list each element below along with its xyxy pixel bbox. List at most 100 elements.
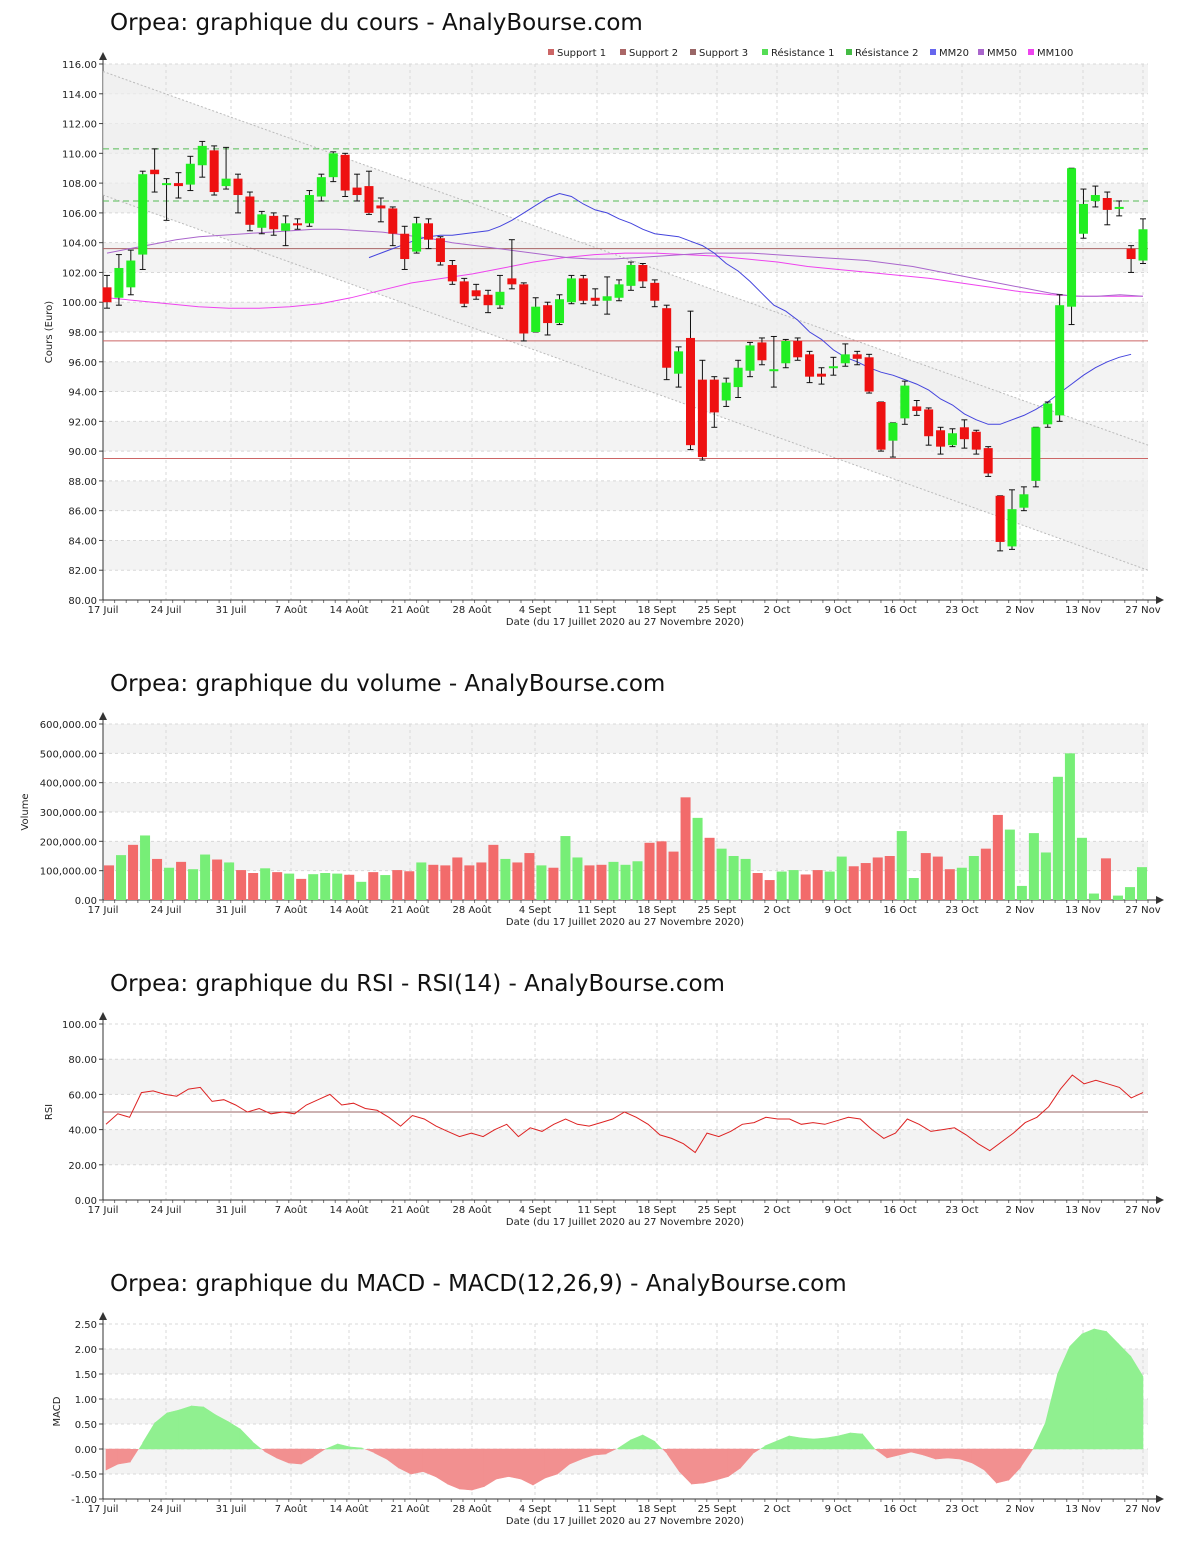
macd-area-positive (655, 1441, 663, 1449)
x-tick-label: 9 Oct (825, 605, 852, 616)
x-axis-title: Date (du 17 Juillet 2020 au 27 Novembre … (506, 1217, 744, 1228)
x-tick-label: 25 Sept (698, 1205, 737, 1216)
candle-down (924, 409, 934, 437)
volume-bar-up (956, 867, 967, 900)
candle-up (221, 178, 231, 187)
volume-bar-up (260, 868, 271, 900)
x-axis-title: Date (du 17 Juillet 2020 au 27 Novembre … (506, 1516, 744, 1527)
x-tick-label: 25 Sept (698, 905, 737, 916)
macd-area-negative (874, 1449, 887, 1458)
plot-band (103, 1399, 1148, 1424)
x-axis-arrow (1156, 896, 1164, 904)
candle-down (435, 238, 445, 263)
x-tick-label: 23 Oct (945, 1504, 978, 1515)
macd-area-positive (849, 1432, 863, 1450)
volume-chart-title: Orpea: graphique du volume - AnalyBourse… (110, 671, 666, 697)
legend-swatch (930, 49, 936, 55)
candle-up (1043, 403, 1053, 425)
legend-label: MM20 (939, 48, 969, 59)
candle-up (566, 278, 576, 303)
volume-bar-up (572, 857, 583, 900)
macd-area-positive (166, 1409, 180, 1450)
x-tick-label: 17 Juil (88, 1205, 119, 1216)
macd-area-negative (364, 1449, 375, 1453)
volume-bar-up (1124, 887, 1135, 900)
candle-up (1019, 494, 1029, 508)
volume-bar-down (812, 870, 823, 900)
macd-area-positive (801, 1437, 814, 1450)
y-axis-arrow (99, 1012, 107, 1020)
x-tick-label: 24 Juil (151, 605, 182, 616)
candle-down (936, 430, 946, 447)
x-tick-label: 28 Août (453, 1204, 492, 1216)
candle-down (388, 208, 398, 234)
x-tick-label: 16 Oct (883, 1504, 916, 1515)
macd-area-negative (483, 1448, 497, 1488)
volume-bar-up (320, 873, 331, 900)
x-tick-label: 24 Juil (151, 1205, 182, 1216)
candle-down (1102, 198, 1112, 210)
candle-up (1078, 203, 1088, 234)
candle-down (995, 495, 1005, 542)
volume-bar-up (1004, 829, 1015, 900)
volume-bar-up (716, 848, 727, 900)
macd-area-positive (862, 1433, 876, 1450)
x-tick-label: 2 Oct (764, 1504, 791, 1515)
candle-down (245, 196, 255, 225)
candle-up (900, 385, 910, 419)
y-tick-label: 0.00 (75, 896, 97, 907)
x-tick-label: 18 Sept (638, 1205, 677, 1216)
volume-bar-up (896, 831, 907, 900)
macd-area-negative (691, 1448, 705, 1485)
macd-area-negative (261, 1449, 265, 1452)
x-tick-label: 11 Sept (578, 1504, 617, 1515)
x-tick-label: 13 Nov (1065, 1205, 1101, 1216)
candle-down (685, 337, 695, 446)
x-tick-label: 7 Août (275, 904, 308, 916)
volume-bar-up (356, 881, 367, 900)
candle-up (745, 345, 755, 371)
macd-area-negative (679, 1448, 692, 1485)
volume-bar-up (1028, 833, 1039, 900)
legend-label: MM50 (987, 48, 1017, 59)
volume-bar-down (992, 814, 1003, 900)
candle-down (757, 342, 767, 361)
y-tick-label: 82.00 (68, 566, 97, 577)
macd-area-negative (1008, 1448, 1022, 1481)
macd-area-positive (642, 1434, 656, 1450)
x-tick-label: 31 Juil (216, 1205, 247, 1216)
macd-area-negative (471, 1448, 485, 1491)
macd-area-positive (776, 1435, 790, 1450)
legend-swatch (548, 49, 554, 55)
macd-area-negative (984, 1448, 997, 1484)
volume-chart: 0.00 100,000.00 200,000.00 300,000.00 400,00… (20, 712, 1164, 928)
candle-up (114, 267, 124, 298)
y-tick-label: 200,000.00 (40, 837, 97, 848)
macd-area-negative (606, 1449, 617, 1454)
macd-area-positive (764, 1440, 778, 1450)
legend-label: Résistance 1 (771, 47, 834, 59)
candle-up (626, 265, 636, 286)
macd-chart-title: Orpea: graphique du MACD - MACD(12,26,9)… (110, 1271, 847, 1297)
candle-up (138, 174, 148, 255)
volume-bar-up (536, 865, 547, 900)
x-tick-label: 23 Oct (945, 905, 978, 916)
x-tick-label: 18 Sept (638, 905, 677, 916)
x-axis-arrow (1156, 1196, 1164, 1204)
candle-up (1055, 305, 1065, 416)
volume-bar-up (224, 862, 235, 900)
volume-bar-up (728, 856, 739, 900)
volume-bar-down (524, 853, 535, 900)
x-tick-label: 2 Nov (1005, 1205, 1034, 1216)
x-tick-label: 16 Oct (883, 905, 916, 916)
y-tick-label: 90.00 (68, 447, 97, 458)
x-tick-label: 9 Oct (825, 1205, 852, 1216)
volume-bar-up (1112, 895, 1123, 900)
macd-area-positive (337, 1443, 351, 1450)
legend-label: Support 2 (629, 48, 678, 59)
x-tick-label: 11 Sept (578, 605, 617, 616)
macd-area-negative (447, 1448, 461, 1490)
x-tick-label: 2 Oct (764, 605, 791, 616)
y-tick-label: 84.00 (68, 536, 97, 547)
volume-bar-up (740, 858, 751, 900)
